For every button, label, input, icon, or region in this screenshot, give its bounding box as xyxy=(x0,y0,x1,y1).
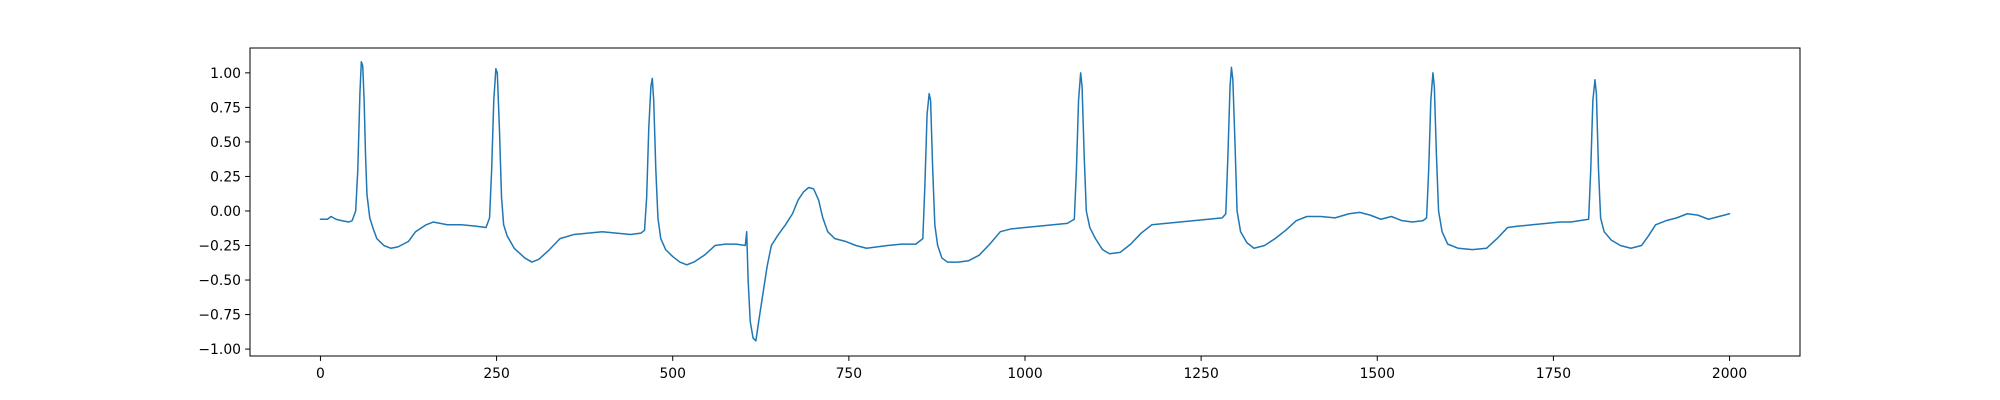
y-tick-label: 0.50 xyxy=(210,135,241,151)
x-tick-label: 1500 xyxy=(1360,366,1395,382)
y-tick-label: −1.00 xyxy=(198,342,241,358)
x-axis: 0 250 500 750 1000 1250 1500 1750 2000 xyxy=(316,356,1747,382)
y-axis: 1.00 0.75 0.50 0.25 0.00 −0.25 −0.50 −0.75 −1.00 xyxy=(198,66,250,358)
x-tick-label: 2000 xyxy=(1712,366,1747,382)
y-tick-label: −0.75 xyxy=(198,308,241,324)
x-tick-label: 1000 xyxy=(1007,366,1042,382)
x-tick-label: 250 xyxy=(483,366,510,382)
y-tick-label: 1.00 xyxy=(210,66,241,82)
x-tick-label: 1250 xyxy=(1183,366,1218,382)
y-tick-label: 0.25 xyxy=(210,169,241,185)
y-tick-label: 0.00 xyxy=(210,204,241,220)
x-tick-label: 0 xyxy=(316,366,325,382)
y-tick-label: 0.75 xyxy=(210,100,241,116)
x-tick-label: 1750 xyxy=(1536,366,1571,382)
x-tick-label: 750 xyxy=(836,366,863,382)
series-layer xyxy=(319,61,1731,342)
y-tick-label: −0.25 xyxy=(198,239,241,255)
x-tick-label: 500 xyxy=(659,366,686,382)
series-line-0 xyxy=(319,61,1731,342)
y-tick-label: −0.50 xyxy=(198,273,241,289)
